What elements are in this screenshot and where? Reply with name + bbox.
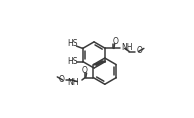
Text: O: O (81, 66, 87, 75)
Text: O: O (113, 37, 118, 46)
Text: HS: HS (68, 39, 78, 48)
Text: O: O (137, 46, 143, 55)
Text: NH: NH (122, 43, 133, 52)
Text: O: O (58, 75, 64, 84)
Text: HS: HS (68, 57, 78, 66)
Text: NH: NH (67, 78, 79, 87)
